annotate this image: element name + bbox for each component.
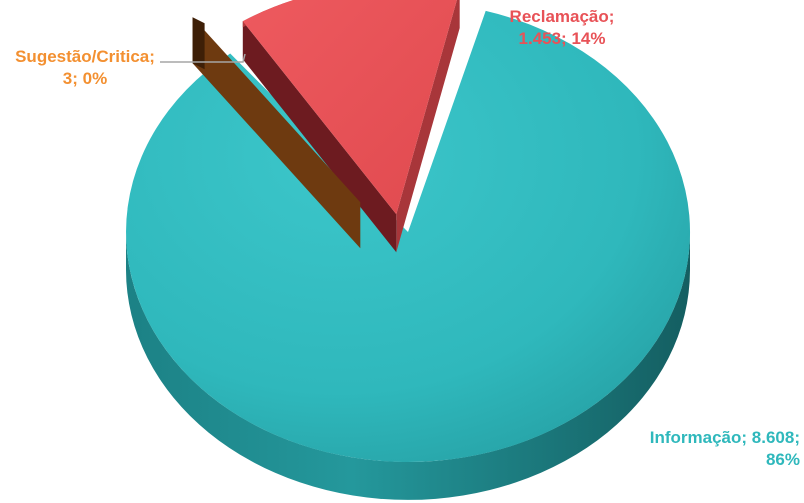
data-label-reclamacao: Reclamação; 1.453; 14% — [482, 6, 642, 50]
data-label-informacao: Informação; 8.608; 86% — [580, 427, 800, 471]
data-label-sugestao-line1: Sugestão/Critica; — [0, 46, 170, 68]
data-label-sugestao: Sugestão/Critica; 3; 0% — [0, 46, 170, 90]
data-label-reclamacao-line1: Reclamação; — [482, 6, 642, 28]
data-label-informacao-line2: 86% — [580, 449, 800, 471]
data-label-informacao-line1: Informação; 8.608; — [580, 427, 800, 449]
data-label-sugestao-line2: 3; 0% — [0, 68, 170, 90]
data-label-reclamacao-line2: 1.453; 14% — [482, 28, 642, 50]
